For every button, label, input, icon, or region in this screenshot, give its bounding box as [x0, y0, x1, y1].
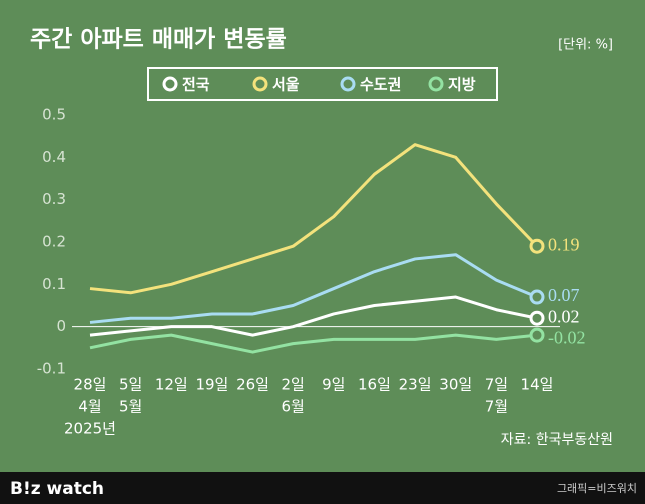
- data-label: 0.19: [548, 234, 580, 254]
- y-tick-label: 0.1: [42, 275, 66, 293]
- x-tick-label: 12일: [155, 376, 188, 394]
- x-tick-label: 2025년: [64, 420, 116, 438]
- end-marker: [529, 327, 545, 343]
- y-tick-label: 0.5: [42, 106, 66, 124]
- end-marker: [529, 310, 545, 326]
- legend-label: 서울: [272, 76, 300, 94]
- x-tick-label: 4월: [78, 398, 101, 416]
- series-line: [89, 333, 538, 354]
- legend-marker: [162, 76, 178, 92]
- logo: B!z watch: [10, 479, 104, 499]
- end-marker: [529, 289, 545, 305]
- legend-label: 수도권: [360, 76, 401, 94]
- legend-marker: [428, 76, 444, 92]
- y-tick-label: 0.4: [42, 148, 66, 166]
- x-tick-label: 30일: [439, 376, 472, 394]
- data-label: 0.02: [548, 306, 580, 326]
- x-tick-label: 2일: [282, 376, 305, 394]
- data-label: -0.02: [548, 327, 586, 347]
- legend-label: 전국: [182, 76, 210, 94]
- series-line: [89, 143, 539, 295]
- x-tick-label: 5월: [119, 398, 142, 416]
- y-tick-label: -0.1: [37, 360, 66, 378]
- y-tick-label: 0.3: [42, 190, 66, 208]
- x-tick-label: 7일: [485, 376, 508, 394]
- legend-marker: [340, 76, 356, 92]
- unit-note: [단위: %]: [558, 38, 613, 53]
- y-tick-label: 0: [56, 317, 66, 335]
- x-tick-label: 28일: [74, 376, 107, 394]
- x-tick-label: 23일: [399, 376, 432, 394]
- x-tick-label: 5일: [119, 376, 142, 394]
- x-tick-label: 9일: [322, 376, 345, 394]
- series-line: [89, 253, 538, 324]
- source: 자료: 한국부동산원: [501, 432, 613, 448]
- legend-label: 지방: [448, 76, 476, 94]
- legend-box: [147, 67, 498, 101]
- credit: 그래픽=비즈워치: [557, 482, 637, 495]
- x-tick-label: 14일: [521, 376, 554, 394]
- x-tick-label: 7월: [485, 398, 508, 416]
- x-tick-label: 26일: [236, 376, 269, 394]
- chart-title: 주간 아파트 매매가 변동률: [30, 27, 287, 53]
- x-tick-label: 19일: [195, 376, 228, 394]
- legend-marker: [252, 76, 268, 92]
- x-tick-label: 16일: [358, 376, 391, 394]
- y-tick-label: 0.2: [42, 233, 66, 251]
- data-label: 0.07: [548, 285, 580, 305]
- series-line: [89, 295, 538, 337]
- x-tick-label: 6월: [282, 398, 305, 416]
- end-marker: [529, 238, 545, 254]
- background: [0, 0, 645, 472]
- footer-bar: [0, 472, 645, 504]
